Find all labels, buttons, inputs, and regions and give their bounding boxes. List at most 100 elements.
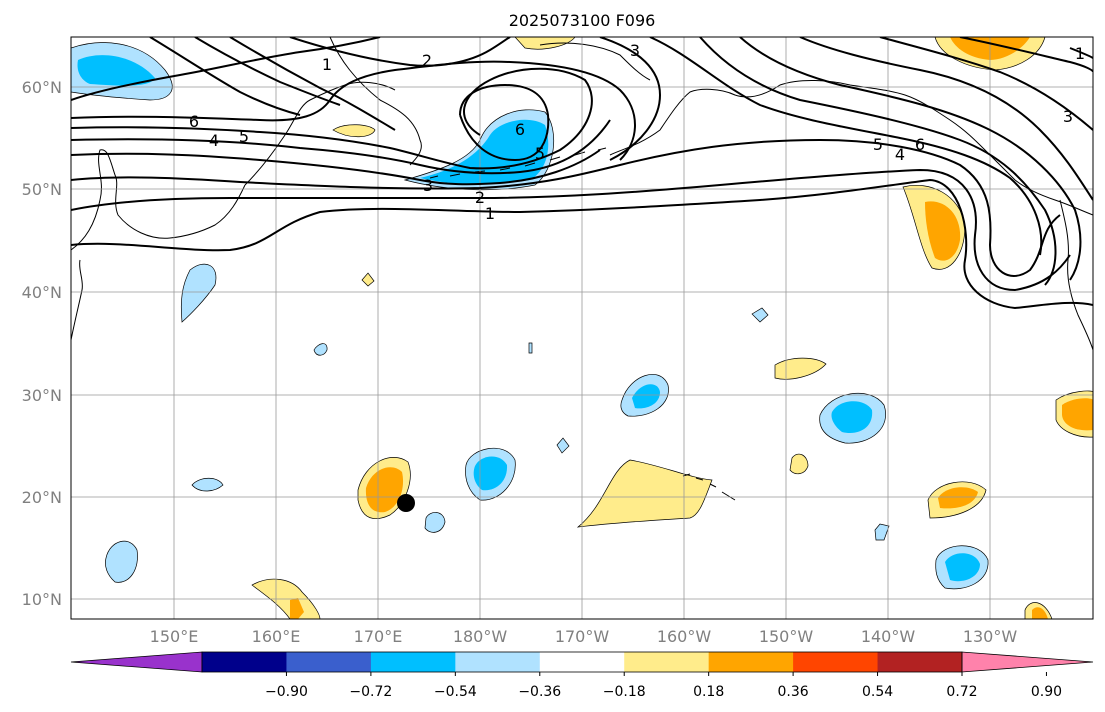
colorbar-swatch xyxy=(877,652,963,672)
asia-coastline xyxy=(71,259,83,341)
positive-anomaly-core xyxy=(365,467,404,513)
anomaly-fills xyxy=(71,37,1093,619)
contour-line xyxy=(599,37,662,161)
contour-line xyxy=(71,119,611,175)
colorbar-tick-label: −0.72 xyxy=(349,684,392,700)
negative-anomaly-core xyxy=(945,553,980,582)
contour-line xyxy=(149,37,301,116)
colorbar-swatch xyxy=(624,652,710,672)
positive-anomaly-region xyxy=(774,357,827,380)
lat-tick-label: 10°N xyxy=(22,590,62,609)
contour-label: 6 xyxy=(189,112,199,131)
colorbar: −0.90 −0.72 −0.54 −0.36 −0.18 0.18 0.36 0.54 0.7… xyxy=(70,651,1094,700)
lon-tick-label: 170°E xyxy=(354,627,403,646)
longitude-ticks: 150°E 160°E 170°E 180°W 170°W 160°W 150°… xyxy=(150,627,1018,646)
positive-anomaly-region xyxy=(361,272,375,287)
contour-line xyxy=(739,37,1082,281)
lon-tick-label: 180°W xyxy=(453,627,508,646)
colorbar-tick-label: −0.36 xyxy=(518,684,561,700)
contour-label: 3 xyxy=(630,41,640,60)
colorbar-tick-label: 0.54 xyxy=(862,684,893,700)
colorbar-tick-label: 0.18 xyxy=(693,684,724,700)
figure-title: 2025073100 F096 xyxy=(509,11,656,30)
negative-anomaly-core xyxy=(473,456,508,491)
negative-anomaly-region xyxy=(105,540,138,583)
alaska-coastline xyxy=(609,79,1093,216)
positive-anomaly-core xyxy=(1032,607,1048,619)
contour-label: 1 xyxy=(485,204,495,223)
negative-anomaly-region xyxy=(180,263,217,323)
graticule xyxy=(71,37,1093,619)
lat-tick-label: 30°N xyxy=(22,386,62,405)
colorbar-border xyxy=(201,651,963,673)
contour-label: 5 xyxy=(239,127,249,146)
colorbar-extend-low xyxy=(70,651,203,673)
positive-anomaly-core xyxy=(290,598,304,619)
positive-anomaly-core xyxy=(938,487,978,509)
contour-line xyxy=(459,83,550,162)
negative-anomaly-core xyxy=(632,384,660,409)
contour-line xyxy=(194,37,341,106)
colorbar-tick-label: 0.90 xyxy=(1031,684,1062,700)
contour-label: 1 xyxy=(1075,44,1085,63)
contour-line xyxy=(71,67,593,170)
positive-anomaly-core xyxy=(1062,398,1093,431)
latitude-ticks: 60°N 50°N 40°N 30°N 20°N 10°N xyxy=(22,78,62,609)
contour-label: 3 xyxy=(423,176,433,195)
colorbar-swatch xyxy=(455,652,541,672)
negative-anomaly-region xyxy=(556,437,570,454)
contour-line xyxy=(289,37,511,67)
colorbar-tick-label: −0.18 xyxy=(603,684,646,700)
colorbar-swatch xyxy=(708,652,794,672)
lon-tick-label: 150°W xyxy=(759,627,814,646)
colorbar-swatch xyxy=(793,652,879,672)
negative-anomaly-region xyxy=(751,307,769,323)
positive-anomaly-region xyxy=(576,459,713,528)
contour-line xyxy=(71,37,381,101)
coastlines xyxy=(71,37,1093,501)
contour-line xyxy=(799,37,1093,201)
map-frame xyxy=(70,36,1094,620)
lon-tick-label: 160°E xyxy=(252,627,301,646)
negative-anomaly-core xyxy=(77,55,155,86)
contour-line xyxy=(229,37,396,131)
contour-line xyxy=(71,149,601,186)
positive-anomaly-region xyxy=(332,124,376,138)
contour-label: 2 xyxy=(422,51,432,70)
contour-label: 5 xyxy=(535,144,545,163)
kamchatka-coastline xyxy=(244,81,396,186)
negative-anomaly-region xyxy=(528,342,533,354)
contour-line xyxy=(699,37,1057,286)
positive-anomaly-region xyxy=(789,453,809,475)
negative-anomaly-region xyxy=(424,512,446,533)
colorbar-swatch xyxy=(286,652,372,672)
contour-line xyxy=(649,37,1043,256)
hawaiian-islands xyxy=(682,473,736,501)
lon-tick-label: 160°W xyxy=(657,627,712,646)
lat-tick-label: 60°N xyxy=(22,78,62,97)
lon-tick-label: 130°W xyxy=(963,627,1018,646)
contour-label: 6 xyxy=(515,120,525,139)
contour-label: 6 xyxy=(915,135,925,154)
contour-labels: 1 2 3 4 5 6 5 6 1 2 5 4 6 3 1 3 xyxy=(189,41,1085,223)
contour-line xyxy=(71,168,1071,292)
positive-anomaly-core xyxy=(925,201,961,261)
height-contours xyxy=(71,37,1093,310)
north-america-coastline xyxy=(1059,199,1093,351)
contour-label: 5 xyxy=(873,135,883,154)
contour-label: 4 xyxy=(209,131,219,150)
lon-tick-label: 170°W xyxy=(555,627,610,646)
contour-line xyxy=(1069,47,1093,59)
negative-anomaly-core xyxy=(420,119,549,185)
negative-anomaly-region xyxy=(874,523,890,541)
colorbar-tick-label: −0.90 xyxy=(265,684,308,700)
colorbar-swatch xyxy=(539,652,625,672)
lon-tick-label: 140°W xyxy=(861,627,916,646)
negative-anomaly-core xyxy=(831,401,873,434)
contour-label: 3 xyxy=(1063,107,1073,126)
contour-line xyxy=(959,37,1093,73)
contour-line xyxy=(71,60,636,161)
colorbar-tick-label: −0.54 xyxy=(434,684,477,700)
lon-tick-label: 150°E xyxy=(150,627,199,646)
